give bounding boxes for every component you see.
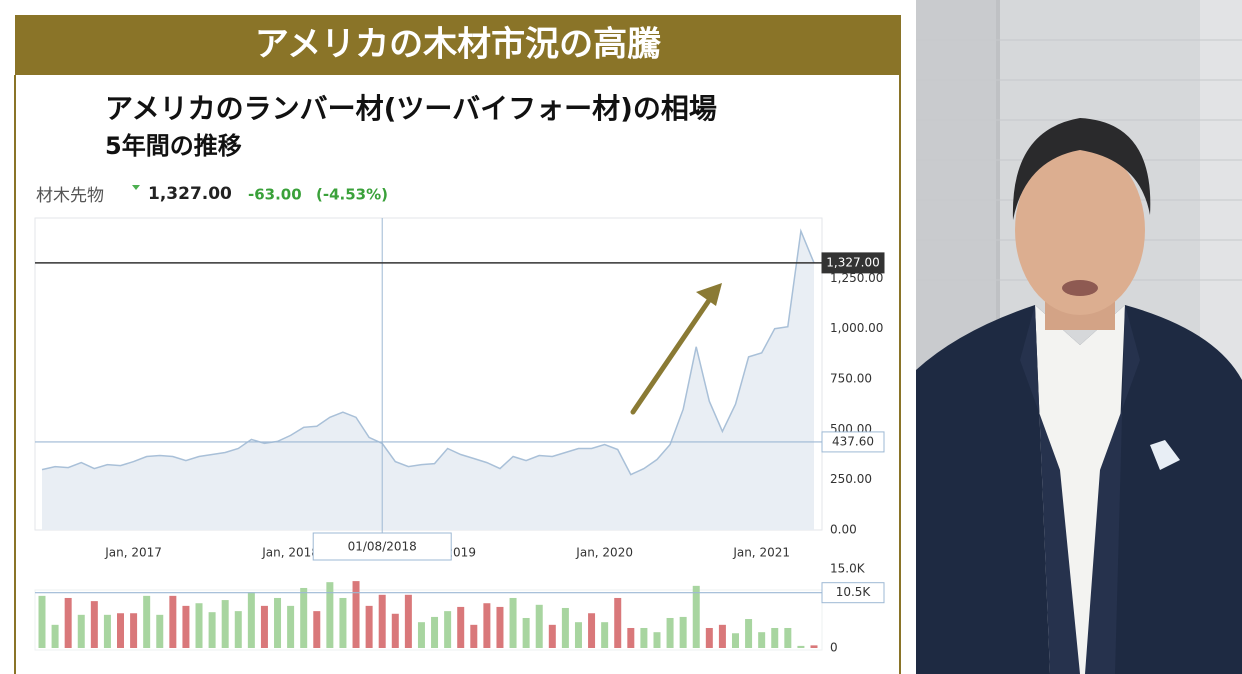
volume-bar xyxy=(51,624,59,648)
y-tick-label: 15.0K xyxy=(830,562,866,576)
volume-bar xyxy=(221,600,229,648)
volume-bar xyxy=(718,624,726,648)
volume-bar xyxy=(417,622,425,648)
quote-change-pct: (-4.53%) xyxy=(316,186,388,204)
reference-label: 437.60 xyxy=(832,434,874,448)
volume-bar xyxy=(758,632,766,648)
volume-bar xyxy=(300,587,308,648)
volume-bar xyxy=(339,597,347,648)
crosshair-box xyxy=(312,532,452,561)
banner-title: アメリカの木材市況の高騰 xyxy=(255,25,661,65)
banner xyxy=(15,15,901,75)
volume-bar xyxy=(90,601,98,648)
volume-bar xyxy=(496,606,504,648)
volume-bar xyxy=(260,605,268,648)
volume-bar xyxy=(352,581,360,648)
volume-bar xyxy=(77,614,85,648)
volume-bar xyxy=(195,603,203,648)
crosshair-label: 01/08/2018 xyxy=(348,540,417,554)
chart-title: アメリカのランバー材(ツーバイフォー材)の相場 xyxy=(105,92,717,125)
volume-bar xyxy=(627,627,635,648)
volume-bar xyxy=(574,622,582,648)
volume-bar xyxy=(470,624,478,648)
volume-bar xyxy=(38,595,46,648)
quote-change: -63.00 xyxy=(248,186,302,204)
y-tick-label: 0 xyxy=(830,641,838,655)
volume-bar xyxy=(692,585,700,648)
volume-bar xyxy=(444,611,452,648)
volume-bar xyxy=(169,595,177,648)
quote-label: 材木先物 xyxy=(36,186,104,206)
y-tick-label: 1,250.00 xyxy=(830,271,883,285)
volume-bar xyxy=(745,619,753,648)
volume-bar xyxy=(810,645,818,648)
volume-bar xyxy=(64,597,72,648)
volume-bar xyxy=(588,613,596,648)
y-tick-label: 1,000.00 xyxy=(830,321,883,335)
volume-bar xyxy=(103,614,111,648)
content-panel xyxy=(0,0,916,674)
volume-bar xyxy=(561,607,569,648)
volume-bar xyxy=(274,597,282,648)
volume-bar xyxy=(365,605,373,648)
x-tick-label: Jan, 2020 xyxy=(575,546,633,560)
reference-label: 1,327.00 xyxy=(826,255,879,269)
volume-bar xyxy=(522,617,530,648)
volume-bar xyxy=(483,603,491,648)
volume-bar xyxy=(378,594,386,648)
volume-bar xyxy=(797,645,805,648)
trend-arrow xyxy=(630,283,722,415)
volume-bar xyxy=(208,612,216,648)
price-line xyxy=(41,228,815,476)
chart-subtitle: 5年間の推移 xyxy=(105,132,242,160)
volume-bar xyxy=(143,595,151,648)
volume-bar xyxy=(771,627,779,648)
volume-bar xyxy=(705,627,713,648)
volume-bar xyxy=(287,605,295,648)
reference-box xyxy=(821,431,885,453)
volume-bar xyxy=(313,611,321,648)
x-tick-label: Jan, 2018 xyxy=(261,546,319,560)
reference-box xyxy=(821,252,885,274)
volume-bar xyxy=(653,632,661,648)
area-fill xyxy=(42,231,814,530)
volume-bar xyxy=(182,605,190,648)
volume-bar xyxy=(457,606,465,648)
volume-bar xyxy=(404,594,412,648)
volume-bar xyxy=(431,616,439,648)
volume-bar xyxy=(784,627,792,648)
volume-bar xyxy=(130,613,138,648)
y-tick-label: 0.00 xyxy=(830,523,857,537)
volume-bar xyxy=(391,613,399,648)
volume-bar xyxy=(326,582,334,648)
plot: 0.00250.00500.00750.001,000.001,250.00Ja… xyxy=(38,228,883,655)
volume-bar xyxy=(640,627,648,648)
volume-bar xyxy=(679,616,687,648)
volume-bar xyxy=(535,604,543,648)
overlay: 01/08/2018 1,327.00 437.60 10.5K xyxy=(35,218,885,604)
x-tick-label: Jan, 2021 xyxy=(732,546,790,560)
reference-box xyxy=(821,582,885,604)
y-tick-label: 250.00 xyxy=(830,472,872,486)
volume-bar xyxy=(731,633,739,648)
volume-bar xyxy=(117,613,125,648)
volume-bar xyxy=(156,614,164,648)
y-tick-label: 750.00 xyxy=(830,372,872,386)
reference-label: 10.5K xyxy=(836,585,872,599)
quote-price: 1,327.00 xyxy=(148,184,232,204)
volume-bar xyxy=(234,611,242,648)
x-tick-label: Jan, 2017 xyxy=(104,546,162,560)
volume-bar xyxy=(247,592,255,648)
quote-icon xyxy=(132,185,140,190)
presenter-panel xyxy=(916,0,1242,674)
volume-bar xyxy=(666,617,674,648)
volume-bar xyxy=(548,624,556,648)
volume-bar xyxy=(509,597,517,648)
volume-frame xyxy=(34,589,823,651)
volume-bar xyxy=(601,622,609,648)
volume-bar xyxy=(614,597,622,648)
